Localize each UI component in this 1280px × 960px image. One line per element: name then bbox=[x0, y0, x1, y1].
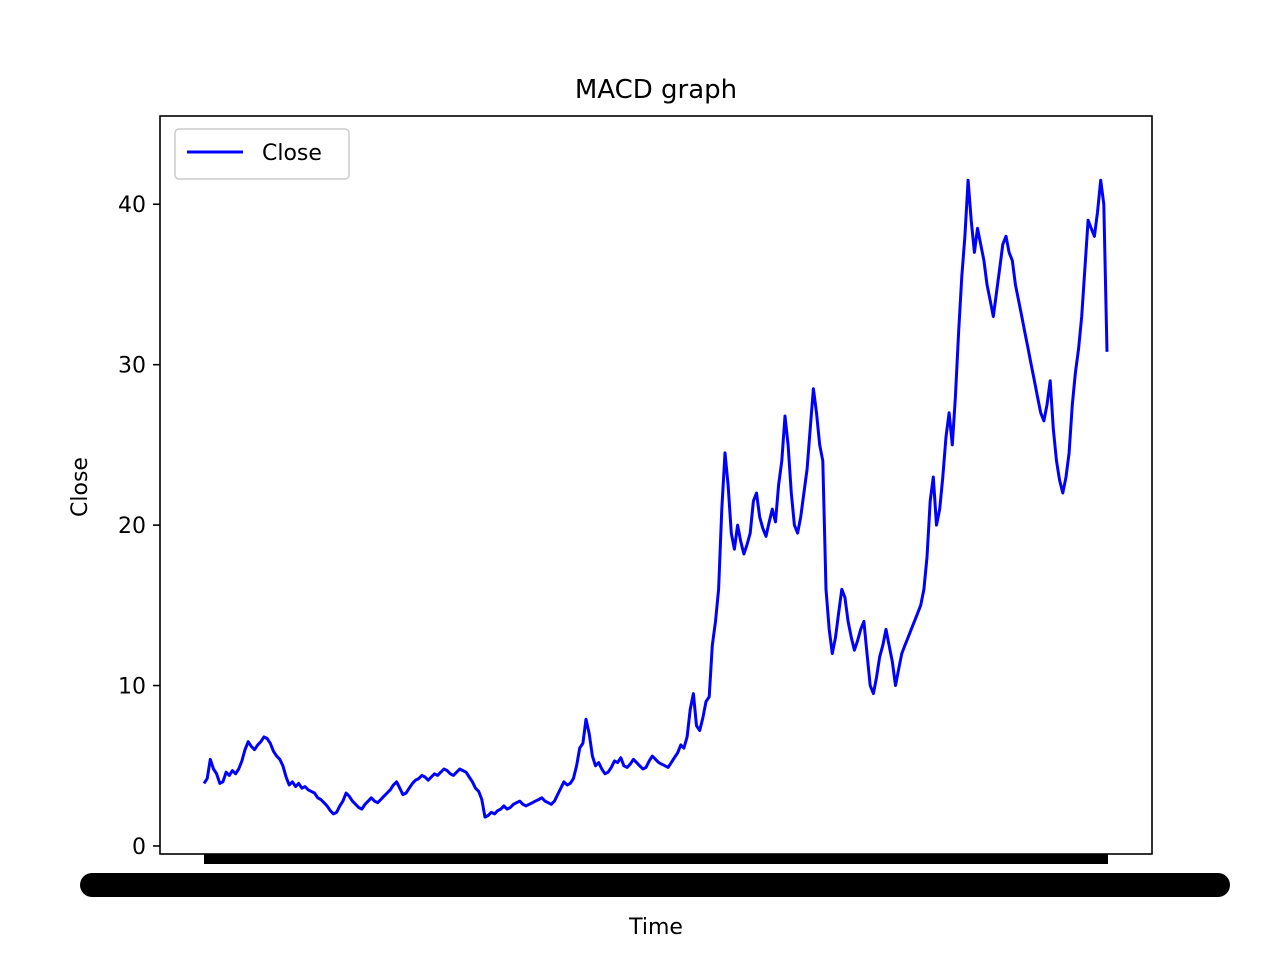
chart-title: MACD graph bbox=[575, 75, 737, 105]
y-axis: 0 10 20 30 40 bbox=[118, 193, 160, 860]
y-tick-label: 20 bbox=[118, 514, 146, 539]
y-tick-label: 10 bbox=[118, 675, 146, 700]
legend: Close bbox=[174, 128, 350, 180]
x-tick-label-band bbox=[80, 873, 1230, 897]
y-tick-label: 30 bbox=[118, 354, 146, 379]
y-tick-label: 40 bbox=[118, 193, 146, 218]
y-tick-label: 0 bbox=[132, 835, 146, 860]
x-axis-label: Time bbox=[628, 915, 683, 940]
y-axis-label: Close bbox=[68, 457, 93, 517]
series-line-close bbox=[202, 178, 1109, 819]
legend-label: Close bbox=[262, 141, 322, 166]
x-axis bbox=[80, 854, 1230, 897]
x-tick-band bbox=[204, 854, 1108, 864]
legend-box bbox=[174, 128, 350, 180]
